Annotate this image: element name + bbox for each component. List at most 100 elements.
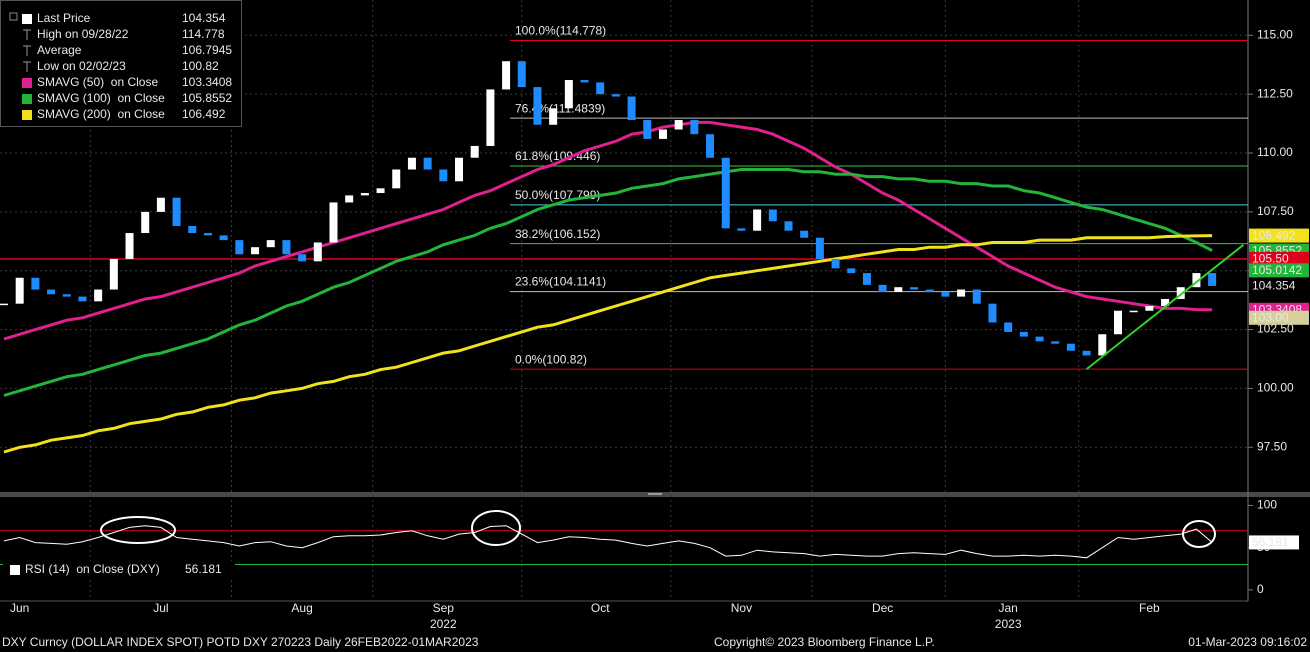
- candle: [78, 296, 87, 302]
- candle: [109, 258, 118, 290]
- candle: [690, 120, 699, 135]
- x-tick-label: Dec: [872, 601, 893, 615]
- trendline: [1085, 244, 1245, 370]
- price-tag-label: 105.0142: [1252, 263, 1302, 277]
- candle: [298, 254, 307, 262]
- fib-label: 100.0%(114.778): [515, 24, 606, 38]
- candle: [0, 303, 8, 306]
- x-year-label: 2023: [995, 617, 1022, 631]
- legend-swatch: [22, 94, 32, 104]
- x-tick-label: Feb: [1139, 601, 1160, 615]
- candle: [1066, 343, 1075, 351]
- candle: [737, 228, 746, 231]
- legend-label: Last Price: [37, 11, 91, 25]
- candle: [910, 287, 919, 290]
- legend-label: SMAVG (50) on Close: [37, 75, 158, 89]
- plot-layer: 115.00112.50110.00107.50105.00102.50100.…: [0, 0, 1310, 631]
- legend-glyph: [23, 45, 31, 56]
- candle: [1019, 331, 1028, 337]
- candle: [94, 289, 103, 302]
- candle: [988, 303, 997, 323]
- rsi-tag-label: 56.181: [1252, 535, 1289, 549]
- y-tick-label: 110.00: [1257, 145, 1293, 159]
- candle: [643, 120, 652, 139]
- y-tick-label: 112.50: [1257, 86, 1293, 100]
- candle: [47, 289, 56, 295]
- rsi-tag: [1249, 535, 1299, 550]
- candle: [941, 291, 950, 297]
- price-tag: [1248, 278, 1310, 294]
- x-tick-label: Oct: [591, 601, 610, 615]
- candle: [847, 268, 856, 274]
- candle: [203, 233, 212, 236]
- candle: [674, 120, 683, 130]
- legend-label: High on 09/28/22: [37, 27, 129, 41]
- candle: [1035, 336, 1044, 342]
- rsi-legend-swatch: [10, 565, 20, 575]
- candle: [1176, 287, 1185, 299]
- legend-swatch: [22, 14, 32, 24]
- candle: [439, 169, 448, 182]
- candle: [580, 80, 589, 83]
- candle: [753, 209, 762, 231]
- legend-box: [0, 0, 242, 127]
- candle: [251, 247, 260, 255]
- footer-center: Copyright© 2023 Bloomberg Finance L.P.: [714, 635, 935, 649]
- candle: [15, 277, 24, 304]
- candle: [156, 197, 165, 212]
- legend-label: SMAVG (100) on Close: [37, 91, 165, 105]
- candle: [1129, 310, 1138, 313]
- candle: [172, 197, 181, 226]
- candle: [611, 94, 620, 97]
- candle: [815, 237, 824, 259]
- moving-average-line: [3, 120, 1213, 341]
- candle: [658, 129, 667, 139]
- candle: [831, 258, 840, 269]
- candle: [313, 242, 322, 262]
- legend-value: 104.354: [182, 11, 226, 25]
- price-tag: [1249, 228, 1309, 243]
- legend-value: 103.3408: [182, 75, 232, 89]
- legend-label: Average: [37, 43, 82, 57]
- y-tick-label: 102.50: [1257, 322, 1294, 336]
- rsi-line: [3, 525, 1213, 559]
- legend-value: 106.7945: [182, 43, 232, 57]
- rsi-legend-box: [3, 561, 235, 579]
- legend-toggle: [9, 12, 18, 21]
- candle: [345, 195, 354, 203]
- legend-value: 114.778: [182, 27, 225, 41]
- candle: [423, 157, 432, 170]
- candle: [376, 188, 385, 194]
- candle: [800, 230, 809, 238]
- candle: [219, 235, 228, 241]
- candle: [784, 221, 793, 231]
- fib-label: 38.2%(106.152): [515, 227, 600, 241]
- legend-swatch: [22, 110, 32, 120]
- candle: [1145, 306, 1154, 311]
- candle: [407, 157, 416, 170]
- y-tick-label: 107.50: [1257, 204, 1294, 218]
- annotations: [100, 510, 1216, 548]
- candle: [125, 233, 134, 259]
- candle: [862, 273, 871, 285]
- legend-value: 106.492: [182, 107, 226, 121]
- x-tick-label: Jul: [153, 601, 168, 615]
- candle: [957, 289, 966, 297]
- candle: [486, 89, 495, 146]
- price-tag-label: 106.492: [1252, 228, 1296, 242]
- candle: [894, 287, 903, 292]
- candle: [1098, 334, 1107, 356]
- candle: [1082, 350, 1091, 356]
- price-tag-label: 105.50: [1252, 252, 1289, 266]
- footer-left: DXY Curncy (DOLLAR INDEX SPOT) POTD DXY …: [2, 635, 479, 649]
- price-tag-label: 103.00: [1252, 310, 1289, 324]
- candle: [1113, 310, 1122, 335]
- legend-label: SMAVG (200) on Close: [37, 107, 165, 121]
- fib-label: 50.0%(107.799): [515, 188, 600, 202]
- candle: [470, 145, 479, 158]
- candle: [706, 134, 715, 158]
- candle: [455, 157, 464, 182]
- rsi-legend-name: RSI (14) on Close (DXY): [25, 562, 160, 576]
- annotation-ellipse: [471, 510, 521, 546]
- candle: [1208, 273, 1217, 286]
